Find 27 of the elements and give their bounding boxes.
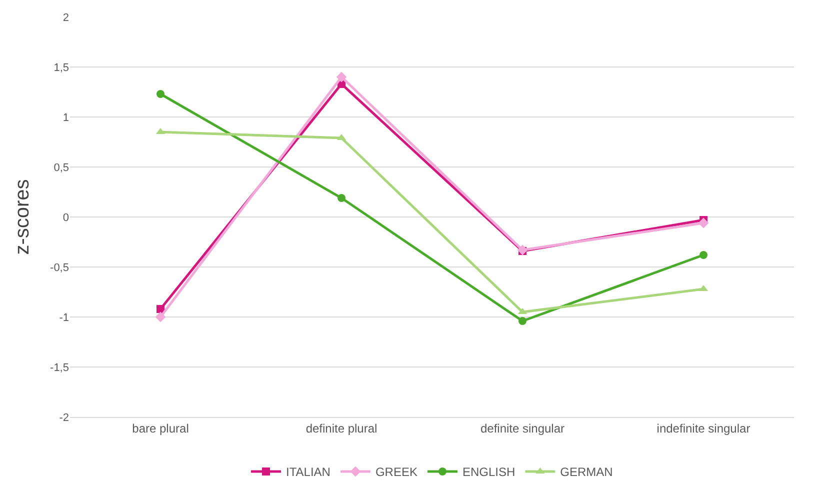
legend-label: GREEK <box>375 465 418 480</box>
point <box>336 72 347 82</box>
legend-label: ENGLISH <box>462 465 516 480</box>
y-tick-label: 1,5 <box>54 62 69 74</box>
point <box>700 251 708 259</box>
x-tick-label: bare plural <box>132 421 189 436</box>
point <box>698 218 709 228</box>
point <box>156 305 164 313</box>
x-tick-label: definite plural <box>306 421 378 436</box>
point <box>155 312 166 322</box>
y-tick-label: -1,5 <box>50 362 69 374</box>
y-tick-label: 0,5 <box>54 162 69 174</box>
legend-label: ITALIAN <box>286 465 330 480</box>
y-tick-label: 2 <box>62 12 69 24</box>
y-tick-label: 0 <box>62 212 69 224</box>
point <box>338 194 346 202</box>
legend-label: GERMAN <box>560 465 613 480</box>
y-tick-label: -0,5 <box>50 262 69 274</box>
point <box>156 90 164 98</box>
y-tick-label: 1 <box>62 112 69 124</box>
point <box>517 244 528 256</box>
y-tick-label: -2 <box>59 412 69 424</box>
y-axis-title: z-scores <box>12 179 34 255</box>
point <box>518 317 526 325</box>
y-tick-label: -1 <box>59 312 69 324</box>
x-tick-label: definite singular <box>480 421 565 436</box>
x-tick-label: indefinite singular <box>656 421 750 436</box>
